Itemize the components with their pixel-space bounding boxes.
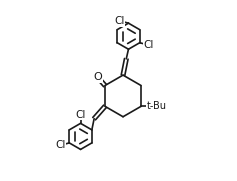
Text: Cl: Cl (55, 140, 65, 150)
Text: Cl: Cl (114, 16, 125, 26)
Text: Cl: Cl (143, 40, 154, 50)
Text: Cl: Cl (75, 110, 86, 120)
Text: O: O (93, 72, 102, 82)
Text: t-Bu: t-Bu (146, 101, 166, 111)
